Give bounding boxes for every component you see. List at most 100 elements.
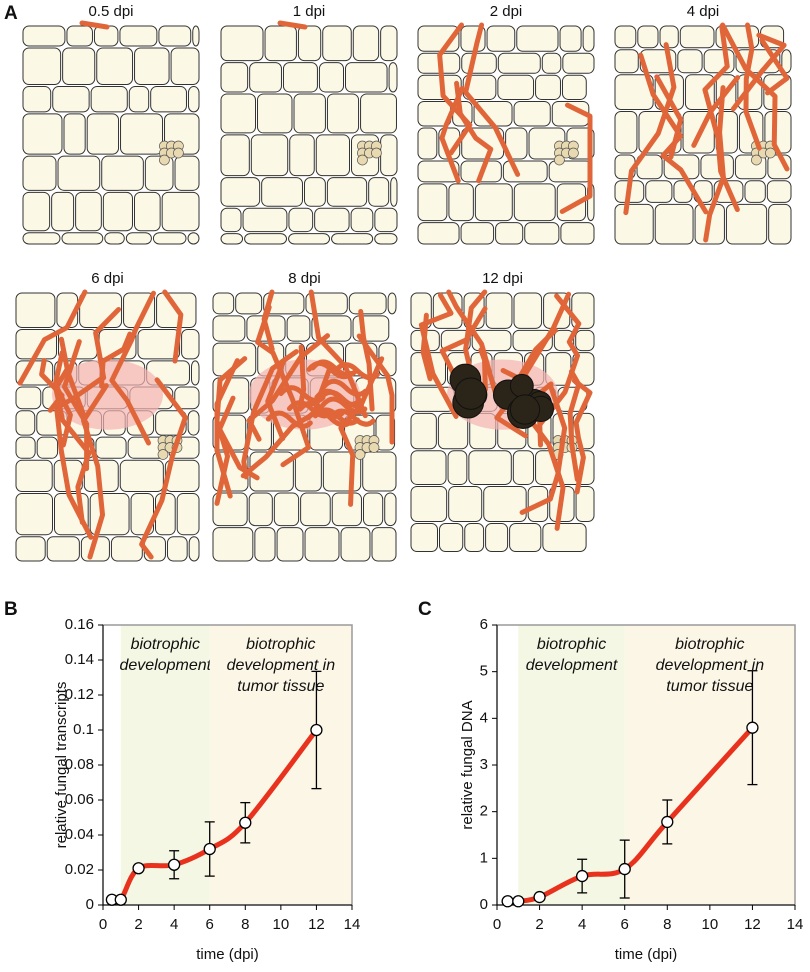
vascular-cell: [354, 449, 366, 460]
plant-cell: [75, 191, 102, 232]
plant-cell: [614, 25, 637, 49]
plant-cell: [485, 522, 509, 553]
data-point: [512, 895, 525, 908]
plant-cell: [410, 522, 438, 553]
plant-cell: [384, 492, 397, 527]
plant-cell: [513, 100, 551, 127]
hypha: [623, 42, 677, 216]
vascular-cell: [157, 449, 169, 460]
hypha: [356, 333, 395, 445]
plant-cell: [170, 47, 200, 86]
vascular-cell: [554, 154, 565, 166]
hypha: [162, 289, 184, 364]
tissue-illustration: 2 dpi: [417, 3, 595, 245]
plant-cell: [235, 292, 263, 315]
plant-cell: [62, 47, 96, 86]
hypha: [759, 37, 790, 96]
plant-cell: [155, 493, 176, 536]
y-tick-label: 0.16: [65, 616, 94, 633]
x-tick-label: 4: [170, 916, 178, 933]
plant-cell: [220, 177, 261, 207]
plant-cell: [486, 25, 516, 52]
data-point: [575, 869, 589, 883]
plant-cell: [637, 25, 659, 49]
plant-cell: [468, 450, 512, 485]
plant-cell: [314, 207, 350, 233]
y-tick-label: 0.04: [65, 826, 94, 843]
plant-cell: [166, 536, 188, 562]
hypha: [743, 22, 762, 151]
plant-cell: [187, 410, 200, 436]
plant-cell: [561, 74, 587, 100]
data-point: [618, 862, 631, 876]
plant-cell: [326, 177, 368, 207]
plant-cell: [133, 191, 161, 232]
plant-cell: [155, 410, 187, 436]
plant-cell: [15, 386, 42, 410]
plant-cell: [559, 25, 582, 52]
data-point: [746, 721, 759, 734]
hypha: [437, 22, 473, 156]
hypha: [255, 304, 312, 468]
vascular-cell: [159, 154, 170, 166]
plant-cell: [22, 25, 66, 47]
plant-cell: [158, 25, 192, 47]
plant-cell: [220, 233, 244, 245]
plant-cell: [495, 222, 524, 245]
plant-cell: [192, 25, 200, 47]
plant-cell: [562, 52, 595, 74]
plant-cell: [571, 292, 595, 329]
plant-cell: [461, 52, 497, 74]
plant-cell: [318, 62, 344, 93]
y-tick-label: 4: [480, 709, 488, 726]
hypha: [265, 360, 286, 442]
plant-cell: [174, 386, 200, 410]
plant-cell: [254, 527, 276, 562]
hypha: [277, 20, 308, 30]
y-tick-label: 0.1: [73, 721, 94, 738]
plant-cell: [22, 191, 51, 232]
y-axis-label: relative fungal transcripts: [53, 682, 70, 849]
chart: biotrophic development biotrophic developme…: [53, 616, 360, 963]
y-tick-label: 0.14: [65, 651, 94, 668]
plant-cell: [276, 527, 304, 562]
plant-cell: [22, 113, 63, 155]
region-label: development: [526, 657, 618, 674]
x-tick-label: 12: [744, 916, 761, 933]
plant-cell: [362, 492, 384, 527]
hypha: [537, 293, 582, 428]
plant-cell: [368, 177, 390, 207]
hypha: [320, 378, 368, 397]
plant-cell: [390, 177, 398, 207]
plant-cell: [63, 113, 86, 155]
plant-cell: [22, 86, 52, 113]
data-point: [533, 890, 546, 904]
plant-cell: [187, 86, 200, 113]
plant-cell: [304, 527, 340, 562]
illustration-label: 4 dpi: [687, 3, 720, 20]
data-point: [501, 895, 514, 908]
plant-cell: [134, 47, 170, 86]
plant-cell: [119, 25, 158, 47]
plant-cell: [448, 183, 474, 222]
plant-cell: [150, 86, 187, 113]
plant-cell: [410, 412, 437, 450]
plant-cell: [560, 222, 595, 245]
hypha: [478, 347, 488, 393]
vascular-cell: [357, 154, 368, 166]
hypha: [720, 22, 790, 172]
plant-cell: [703, 49, 735, 74]
panel-label: A: [4, 3, 18, 24]
x-tick-label: 10: [702, 916, 719, 933]
hypha: [278, 385, 326, 404]
plant-cell: [294, 451, 322, 492]
plant-cell: [614, 49, 639, 74]
plant-cell: [220, 25, 264, 62]
data-point: [661, 815, 674, 829]
plant-cell: [311, 315, 352, 342]
plant-cell: [344, 62, 388, 93]
data-point: [114, 893, 127, 906]
region: [209, 625, 352, 905]
plant-cell: [90, 86, 128, 113]
